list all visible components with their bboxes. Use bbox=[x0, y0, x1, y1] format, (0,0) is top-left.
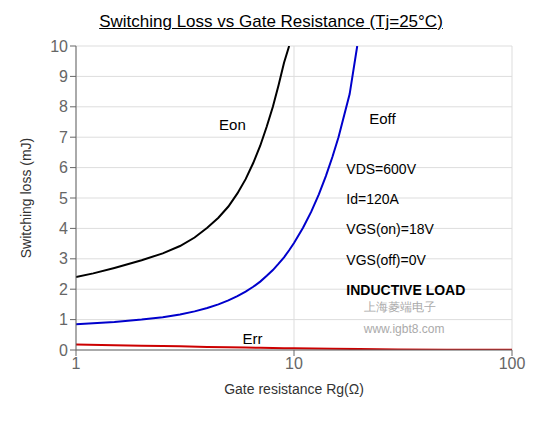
svg-text:4: 4 bbox=[59, 220, 68, 237]
html-text:Switching Loss vs Gate Resista: Switching Loss vs Gate Resistance (Tj=25… bbox=[99, 12, 443, 31]
html-text:VGS(on)=18V: VGS(on)=18V bbox=[346, 221, 434, 238]
svg-text:8: 8 bbox=[59, 98, 68, 115]
svg-text:Gate resistance Rg(Ω): Gate resistance Rg(Ω) bbox=[224, 381, 364, 397]
svg-text:Eoff: Eoff bbox=[369, 110, 396, 127]
svg-text:Eon: Eon bbox=[219, 116, 246, 133]
html-text:VGS(off)=0V: VGS(off)=0V bbox=[346, 251, 426, 268]
svg-text:1: 1 bbox=[59, 311, 68, 328]
svg-text:7: 7 bbox=[59, 129, 68, 146]
svg-text:2: 2 bbox=[59, 281, 68, 298]
svg-text:0: 0 bbox=[59, 342, 68, 359]
html-text:www.igbt8.com: www.igbt8.com bbox=[363, 321, 445, 336]
svg-text:Err: Err bbox=[242, 330, 262, 347]
svg-text:10: 10 bbox=[285, 355, 303, 372]
html-text:INDUCTIVE LOAD: INDUCTIVE LOAD bbox=[346, 282, 466, 299]
html-text:上海菱端电子: 上海菱端电子 bbox=[363, 300, 436, 315]
svg-text:9: 9 bbox=[59, 68, 68, 85]
html-text:VDS=600V: VDS=600V bbox=[346, 160, 416, 177]
svg-text:100: 100 bbox=[499, 355, 526, 372]
html-text:Id=120A: Id=120A bbox=[346, 190, 399, 207]
svg-text:5: 5 bbox=[59, 190, 68, 207]
svg-text:3: 3 bbox=[59, 250, 68, 267]
svg-text:1: 1 bbox=[72, 355, 81, 372]
svg-text:10: 10 bbox=[50, 38, 68, 55]
svg-text:Switching loss (mJ): Switching loss (mJ) bbox=[18, 138, 34, 259]
svg-text:6: 6 bbox=[59, 159, 68, 176]
